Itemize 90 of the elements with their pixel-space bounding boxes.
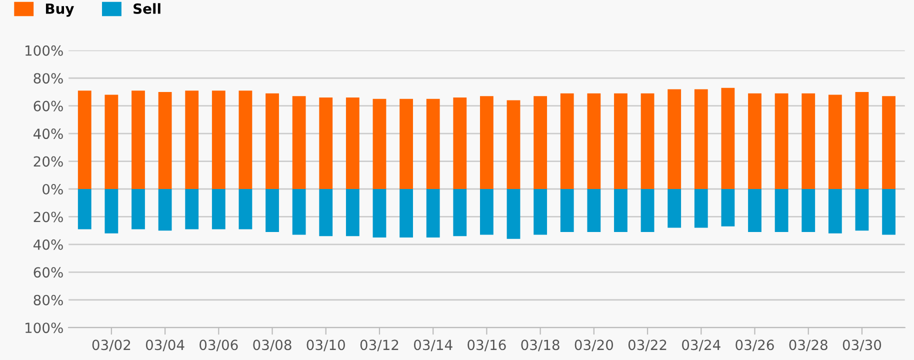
- bar: [372, 98, 386, 189]
- x-tick-label: 03/02: [92, 340, 130, 352]
- bar: [104, 189, 118, 234]
- bar: [694, 89, 708, 189]
- y-tick-label: 100%: [26, 322, 63, 334]
- bar: [748, 93, 762, 189]
- bar: [372, 189, 386, 238]
- bar: [319, 98, 333, 189]
- x-tick-label: 03/04: [146, 340, 184, 352]
- bar: [802, 189, 816, 232]
- bar: [266, 189, 279, 232]
- bar: [185, 189, 199, 230]
- y-tick-label: 40%: [34, 239, 63, 250]
- bar: [212, 90, 226, 189]
- bar: [78, 189, 92, 230]
- bar: [400, 98, 413, 189]
- legend-label: Buy: [46, 4, 74, 17]
- bar: [185, 90, 199, 189]
- bar: [694, 189, 708, 228]
- bar: [828, 189, 842, 234]
- bar: [721, 189, 735, 226]
- bar: [132, 189, 145, 230]
- bar: [802, 93, 816, 189]
- bar: [855, 189, 869, 231]
- bar: [614, 189, 628, 232]
- bar: [132, 90, 145, 189]
- bar: [828, 94, 842, 189]
- bar: [506, 100, 520, 189]
- bar: [587, 93, 601, 189]
- y-tick-label: 60%: [34, 267, 63, 278]
- bar: [453, 98, 467, 189]
- x-tick-label: 03/14: [414, 340, 452, 352]
- bar: [104, 94, 118, 189]
- bar: [238, 90, 252, 189]
- bar: [774, 189, 788, 232]
- x-tick-label: 03/10: [306, 340, 345, 352]
- x-tick-label: 03/30: [842, 340, 882, 352]
- bar: [534, 189, 548, 235]
- bar: [158, 92, 172, 189]
- y-tick-label: 20%: [34, 212, 63, 222]
- bar: [319, 189, 333, 236]
- bar: [882, 189, 896, 235]
- bar: [506, 189, 520, 239]
- bar: [426, 98, 440, 189]
- bar: [346, 98, 360, 189]
- y-tick-label: 80%: [34, 73, 63, 84]
- x-tick-label: 03/28: [789, 340, 828, 352]
- bar: [78, 90, 92, 189]
- y-tick-label: 60%: [34, 100, 63, 112]
- bar: [480, 189, 494, 235]
- bar: [668, 189, 682, 228]
- x-tick-label: 03/22: [628, 340, 666, 352]
- y-tick-label: 40%: [34, 128, 63, 140]
- bar: [882, 96, 896, 189]
- x-tick-label: 03/26: [736, 340, 774, 352]
- bar: [614, 93, 628, 189]
- bar: [480, 96, 494, 189]
- bar: [774, 93, 788, 189]
- bar: [560, 189, 574, 232]
- bar: [721, 88, 735, 189]
- bar: [587, 189, 601, 232]
- x-tick-label: 03/16: [468, 340, 506, 352]
- bar: [453, 189, 467, 236]
- bar: [855, 92, 869, 189]
- x-tick-label: 03/18: [521, 340, 560, 352]
- bar: [238, 189, 252, 230]
- bar: [426, 189, 440, 238]
- bar: [640, 189, 654, 232]
- bar: [560, 93, 574, 189]
- x-tick-label: 03/12: [360, 340, 398, 352]
- y-tick-label: 20%: [34, 156, 63, 167]
- x-tick-label: 03/08: [253, 340, 292, 352]
- bar: [534, 96, 548, 189]
- bar: [266, 93, 279, 189]
- y-tick-label: 80%: [34, 294, 63, 306]
- bar: [400, 189, 413, 238]
- bar: [346, 189, 360, 236]
- bar: [292, 96, 306, 189]
- bar: [292, 189, 306, 235]
- bar: [212, 189, 226, 230]
- bar: [748, 189, 762, 232]
- x-tick-label: 03/24: [682, 340, 720, 352]
- y-tick-label: 0%: [42, 184, 63, 194]
- bar: [158, 189, 172, 231]
- y-tick-label: 100%: [26, 45, 63, 56]
- bar: [640, 93, 654, 189]
- legend-label: Sell: [134, 3, 160, 14]
- x-tick-label: 03/06: [200, 340, 238, 352]
- x-tick-label: 03/20: [574, 340, 614, 352]
- bar: [668, 89, 682, 189]
